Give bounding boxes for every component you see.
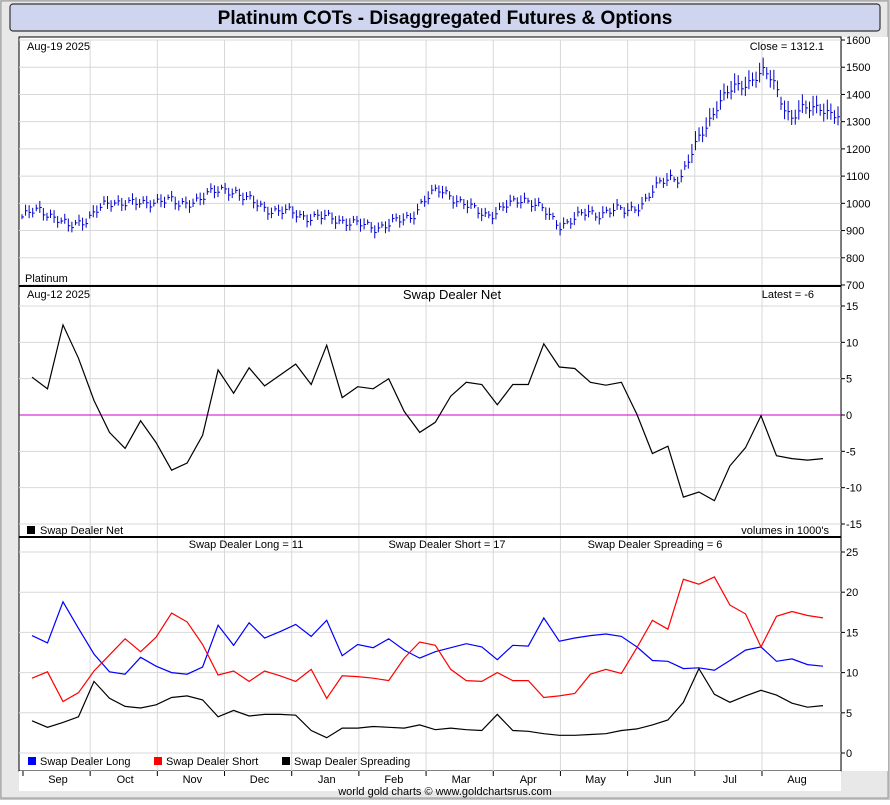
x-tick-label-sep: Sep <box>48 774 68 786</box>
x-tick-label-nov: Nov <box>183 774 203 786</box>
footer-credit: world gold charts © www.goldchartsrus.co… <box>337 786 552 798</box>
y-tick-label: 10 <box>846 668 858 680</box>
net-latest-label: Latest = -6 <box>762 289 814 301</box>
x-tick-label-jan: Jan <box>318 774 336 786</box>
short-latest-label: Swap Dealer Short = 17 <box>388 539 505 551</box>
x-tick-label-jun: Jun <box>654 774 672 786</box>
y-tick-label: 20 <box>846 587 858 599</box>
legend-swatch-short <box>154 757 162 765</box>
volume-note: volumes in 1000's <box>741 525 829 537</box>
legend-label-spreading: Swap Dealer Spreading <box>294 756 410 768</box>
net-panel-title: Swap Dealer Net <box>403 287 502 302</box>
y-tick-label: 1400 <box>846 89 870 101</box>
y-tick-label: 15 <box>846 627 858 639</box>
plot-frame <box>18 36 842 772</box>
price-instrument-label: Platinum <box>25 273 68 285</box>
legend-label-short: Swap Dealer Short <box>166 756 258 768</box>
x-tick-label-dec: Dec <box>250 774 270 786</box>
legend-label-long: Swap Dealer Long <box>40 756 131 768</box>
y-tick-label: 1300 <box>846 117 870 129</box>
right-axis-strip <box>842 37 888 771</box>
swap-dealer-net-line <box>31 323 824 502</box>
y-tick-label: -15 <box>846 519 862 531</box>
grid-layer <box>19 39 841 771</box>
price-panel: Aug-19 2025 Close = 1312.1 Platinum <box>25 41 824 285</box>
y-tick-label: 25 <box>846 547 858 559</box>
y-tick-label: 900 <box>846 226 864 238</box>
swap-dealer-short-line <box>31 576 824 703</box>
title-box <box>9 3 881 32</box>
y-tick-label: -10 <box>846 483 862 495</box>
y-tick-label: 0 <box>846 748 852 760</box>
x-tick-label-may: May <box>585 774 606 786</box>
long-latest-label: Swap Dealer Long = 11 <box>189 539 303 551</box>
y-tick-label: 1200 <box>846 144 870 156</box>
swap-dealer-long-line <box>31 600 824 675</box>
y-tick-label: 1100 <box>846 171 870 183</box>
marks-layer <box>19 57 841 739</box>
y-tick-label: 15 <box>846 301 858 313</box>
y-tick-label: 1500 <box>846 62 870 74</box>
y-tick-label: 5 <box>846 374 852 386</box>
legend-swatch-spreading <box>282 757 290 765</box>
price-latest-label: Close = 1312.1 <box>750 41 824 53</box>
x-tick-label-aug: Aug <box>787 774 807 786</box>
x-tick-label-oct: Oct <box>117 774 134 786</box>
y-tick-label: -5 <box>846 446 856 458</box>
y-tick-label: 700 <box>846 280 864 292</box>
legend-swatch-long <box>28 757 36 765</box>
y-tick-label: 1600 <box>846 35 870 47</box>
spreading-latest-label: Swap Dealer Spreading = 6 <box>588 539 723 551</box>
net-date-label: Aug-12 2025 <box>27 289 90 301</box>
swap-dealer-spreading-line <box>31 667 824 739</box>
x-tick-label-mar: Mar <box>452 774 471 786</box>
net-panel: Aug-12 2025 Swap Dealer Net Latest = -6 … <box>27 287 829 537</box>
net-legend-label: Swap Dealer Net <box>40 525 123 537</box>
chart-title: Platinum COTs - Disaggregated Futures & … <box>218 8 673 29</box>
x-tick-label-apr: Apr <box>520 774 537 786</box>
y-tick-label: 0 <box>846 410 852 422</box>
y-tick-label: 10 <box>846 337 858 349</box>
y-tick-label: 5 <box>846 708 852 720</box>
price-date-label: Aug-19 2025 <box>27 41 90 53</box>
x-tick-label-feb: Feb <box>384 774 403 786</box>
y-tick-label: 800 <box>846 253 864 265</box>
components-panel: Swap Dealer Long = 11 Swap Dealer Short … <box>28 539 722 768</box>
x-tick-label-jul: Jul <box>723 774 737 786</box>
axis-layer: Sep Oct Nov Dec Jan Feb Mar Apr May Jun Jul Aug 700 8… <box>22 35 870 786</box>
y-tick-label: 1000 <box>846 198 870 210</box>
net-legend-swatch <box>27 526 35 534</box>
